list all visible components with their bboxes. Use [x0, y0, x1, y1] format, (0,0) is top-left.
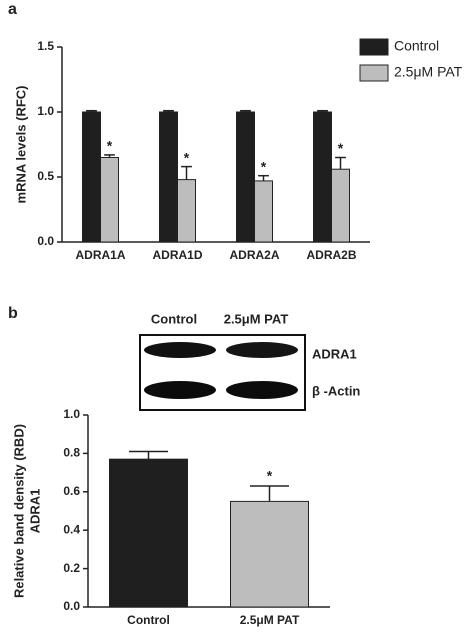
- bar: [177, 179, 196, 243]
- legend-label: Control: [394, 38, 439, 54]
- bar: [100, 157, 119, 243]
- blot-band: [144, 342, 216, 358]
- blot-band: [226, 342, 298, 358]
- y-axis-label: ADRA1: [27, 489, 42, 534]
- y-tick-label: 1.5: [37, 39, 54, 53]
- bar: [109, 458, 188, 608]
- x-tick-label: 2.5μM PAT: [240, 613, 300, 627]
- panel-label: b: [8, 305, 18, 322]
- x-tick-label: ADRA2B: [306, 248, 356, 262]
- y-axis-label: Relative band density (RBD): [11, 424, 26, 598]
- bar: [331, 168, 350, 243]
- significance-label: *: [261, 158, 267, 174]
- bar: [82, 111, 101, 243]
- bar: [230, 500, 309, 608]
- bar: [159, 111, 178, 243]
- x-tick-label: ADRA1D: [152, 248, 202, 262]
- blot-band: [226, 381, 298, 399]
- blot-band: [144, 381, 216, 399]
- blot-column: Control: [151, 311, 197, 326]
- y-tick-label: 0.0: [37, 234, 54, 248]
- blot-row: ADRA1: [312, 346, 357, 361]
- x-tick-label: ADRA2A: [229, 248, 279, 262]
- bar: [236, 111, 255, 243]
- significance-label: *: [184, 149, 190, 165]
- blot-row: β -Actin: [312, 383, 360, 398]
- x-tick-label: ADRA1A: [75, 248, 125, 262]
- y-axis-label: mRNA levels (RFC): [13, 86, 28, 204]
- y-tick-label: 1.0: [37, 104, 54, 118]
- y-tick-label: 1.0: [63, 407, 80, 421]
- panel-label: a: [8, 1, 17, 18]
- legend-swatch: [359, 64, 389, 82]
- y-tick-label: 0.5: [37, 169, 54, 183]
- legend-swatch: [359, 38, 389, 56]
- y-tick-label: 0.6: [63, 484, 80, 498]
- y-tick-label: 0.2: [63, 561, 80, 575]
- bar: [313, 111, 332, 243]
- significance-label: *: [338, 140, 344, 156]
- significance-label: *: [107, 138, 113, 154]
- y-tick-label: 0.8: [63, 446, 80, 460]
- bar: [254, 180, 273, 243]
- y-tick-label: 0.0: [63, 599, 80, 613]
- significance-label: *: [267, 468, 273, 484]
- legend-label: 2.5μM PAT: [394, 64, 463, 80]
- blot-column: 2.5μM PAT: [224, 311, 289, 326]
- y-tick-label: 0.4: [63, 522, 80, 536]
- x-tick-label: Control: [127, 613, 170, 627]
